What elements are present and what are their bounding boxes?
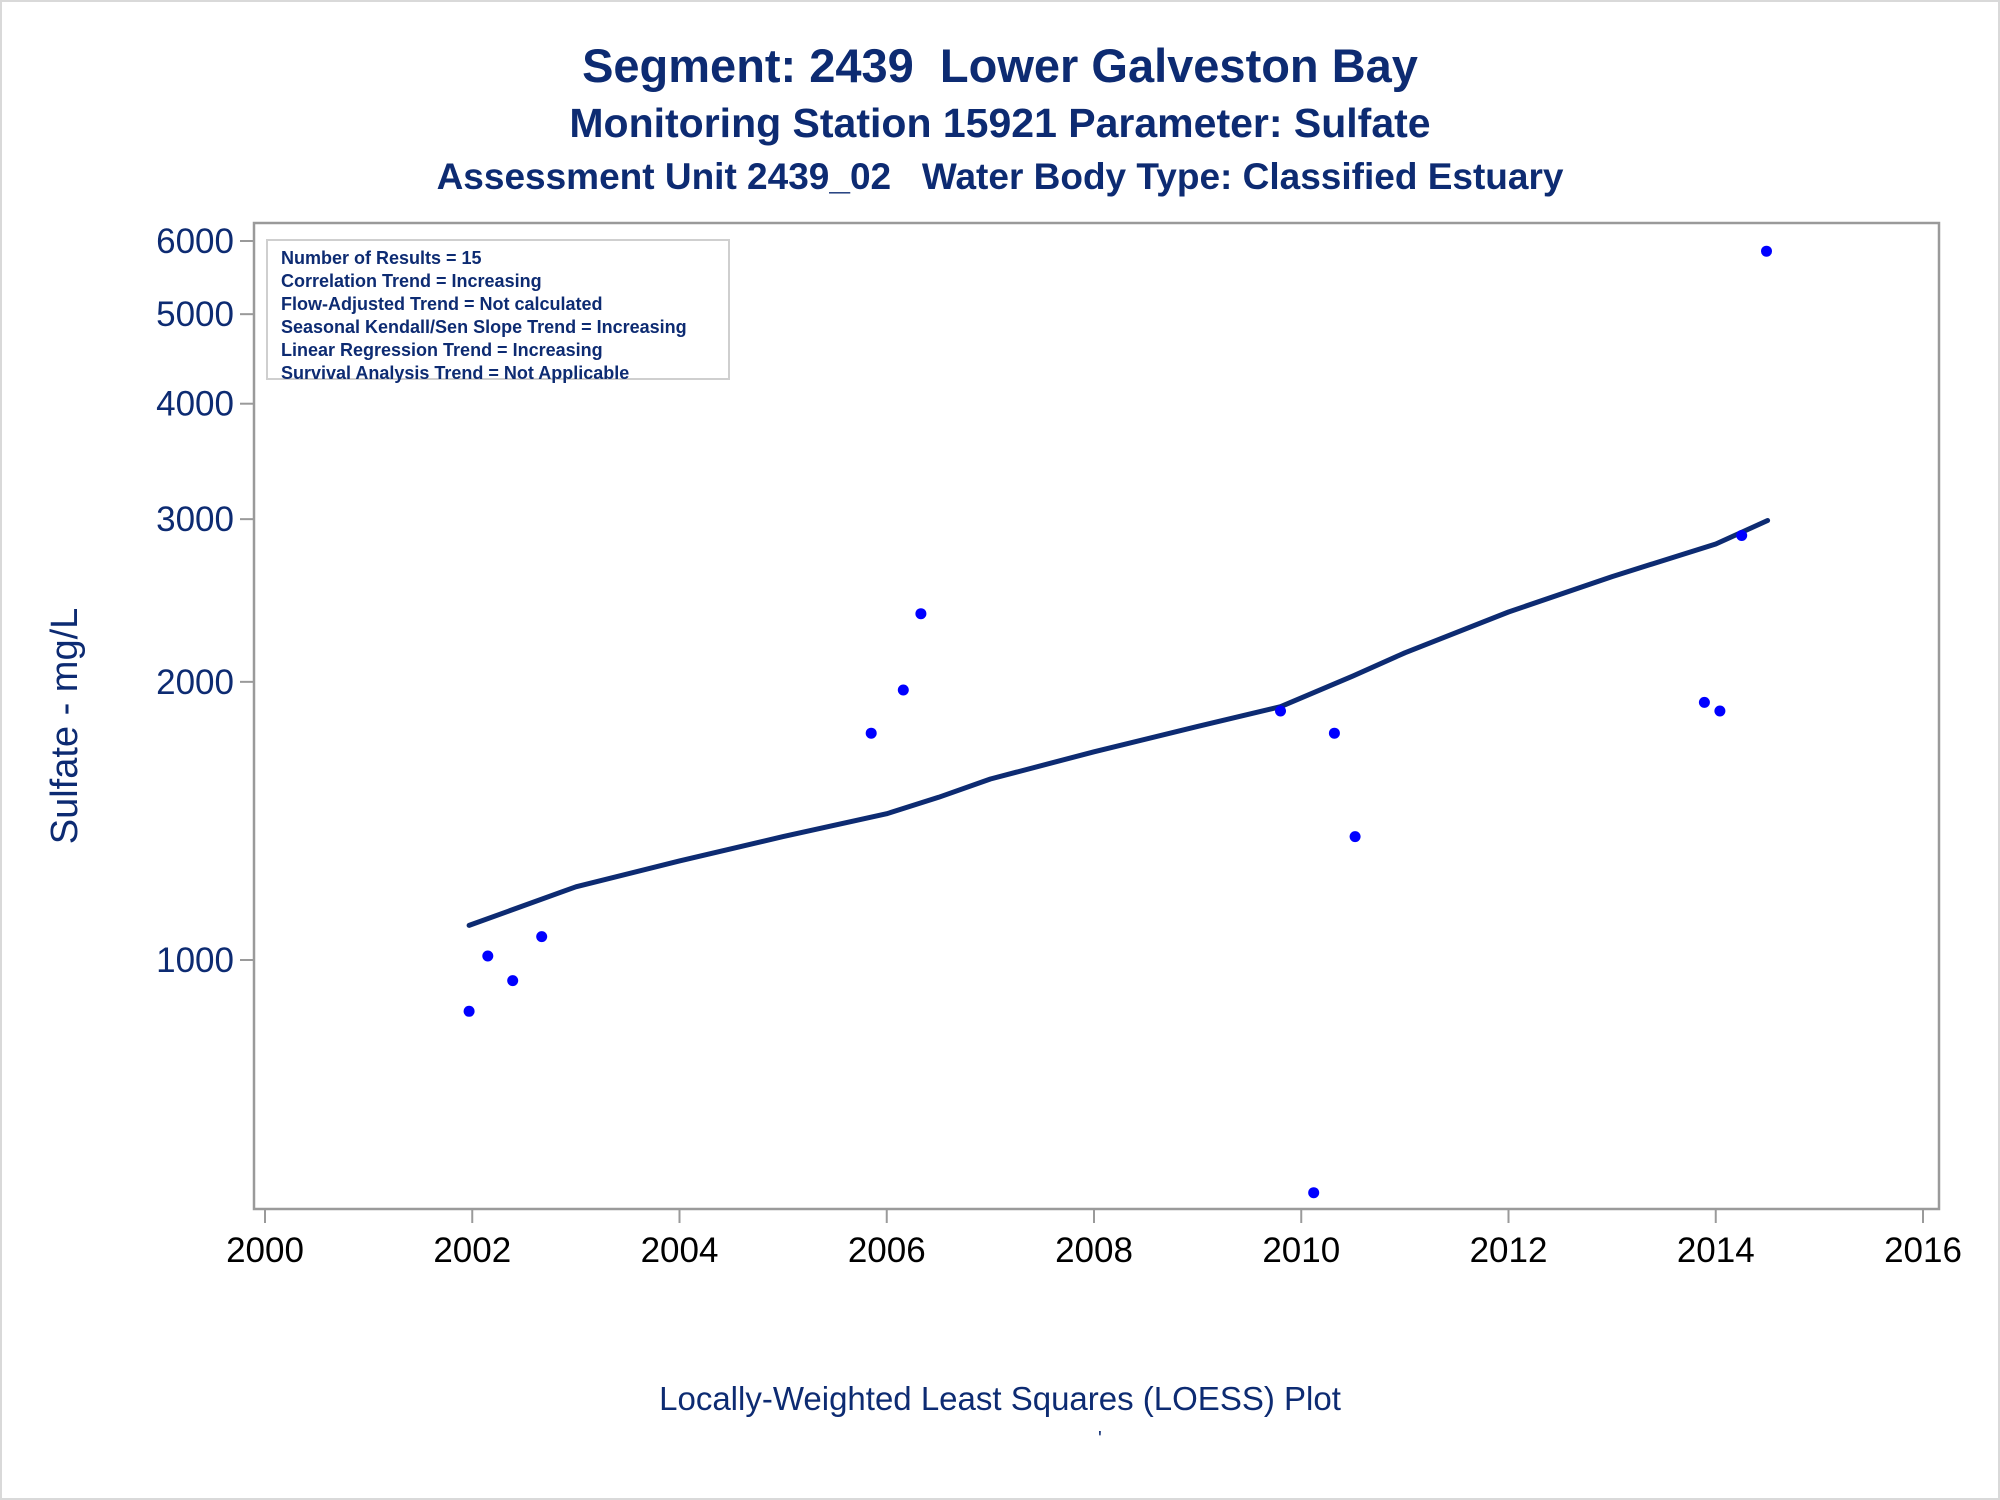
data-point-2 bbox=[482, 950, 494, 962]
info-seasonal-kendall-trend: Seasonal Kendall/Sen Slope Trend = Incre… bbox=[281, 317, 687, 337]
x-tick-label-2008: 2008 bbox=[1055, 1231, 1133, 1270]
chart-subtitle-station: Monitoring Station 15921 Parameter: Sulf… bbox=[569, 100, 1431, 146]
data-point-11 bbox=[1349, 831, 1361, 843]
data-point-1 bbox=[463, 1005, 475, 1017]
y-tick-label-5000: 5000 bbox=[156, 295, 234, 334]
y-axis-label: Sulfate - mg/L bbox=[44, 608, 86, 845]
trend-line bbox=[466, 518, 1771, 928]
data-point-3 bbox=[507, 975, 519, 987]
x-tick-label-2002: 2002 bbox=[433, 1231, 511, 1270]
y-tick-label-6000: 6000 bbox=[156, 222, 234, 261]
x-tick-label-2016: 2016 bbox=[1884, 1231, 1962, 1270]
axes: 2000 2002 2004 2006 2008 2010 2012 2014 2016 1000… bbox=[156, 221, 1962, 1270]
footnote: Locally-Weighted Least Squares (LOESS) P… bbox=[659, 1380, 1341, 1417]
info-linear-regression-trend: Linear Regression Trend = Increasing bbox=[281, 340, 603, 360]
loess-trend-line bbox=[466, 518, 1771, 928]
data-point-4 bbox=[536, 931, 548, 943]
trend-info-box: Number of Results = 15 Correlation Trend… bbox=[266, 239, 730, 383]
x-tick-label-2014: 2014 bbox=[1677, 1231, 1755, 1270]
data-point-9 bbox=[1308, 1187, 1320, 1199]
y-tick-label-2000: 2000 bbox=[156, 663, 234, 702]
info-correlation-trend: Correlation Trend = Increasing bbox=[281, 271, 542, 291]
data-point-13 bbox=[1714, 705, 1726, 717]
x-tick-label-2000: 2000 bbox=[226, 1231, 304, 1270]
data-point-6 bbox=[897, 684, 909, 696]
data-points bbox=[463, 245, 1772, 1199]
footnote-mark: ' bbox=[1098, 1428, 1102, 1450]
info-survival-analysis-trend: Survival Analysis Trend = Not Applicable bbox=[281, 363, 630, 383]
chart-title: Segment: 2439 Lower Galveston Bay bbox=[582, 39, 1418, 92]
data-point-14 bbox=[1736, 530, 1748, 541]
x-tick-label-2010: 2010 bbox=[1262, 1231, 1340, 1270]
data-point-10 bbox=[1328, 727, 1340, 739]
chart-subtitle-assessment: Assessment Unit 2439_02 Water Body Type:… bbox=[436, 156, 1564, 197]
x-tick-label-2004: 2004 bbox=[641, 1231, 719, 1270]
plot-area-border bbox=[252, 221, 1941, 1211]
y-tick-label-1000: 1000 bbox=[156, 941, 234, 980]
data-point-8 bbox=[1275, 705, 1286, 717]
info-number-of-results: Number of Results = 15 bbox=[281, 248, 482, 268]
data-point-15 bbox=[1761, 245, 1772, 257]
y-tick-label-4000: 4000 bbox=[156, 385, 234, 424]
data-point-12 bbox=[1698, 696, 1710, 708]
x-tick-label-2006: 2006 bbox=[848, 1231, 926, 1270]
data-point-7 bbox=[915, 608, 927, 620]
data-point-5 bbox=[865, 727, 877, 739]
x-tick-label-2012: 2012 bbox=[1470, 1231, 1548, 1270]
info-flow-adjusted-trend: Flow-Adjusted Trend = Not calculated bbox=[281, 294, 603, 314]
y-tick-label-3000: 3000 bbox=[156, 500, 234, 539]
